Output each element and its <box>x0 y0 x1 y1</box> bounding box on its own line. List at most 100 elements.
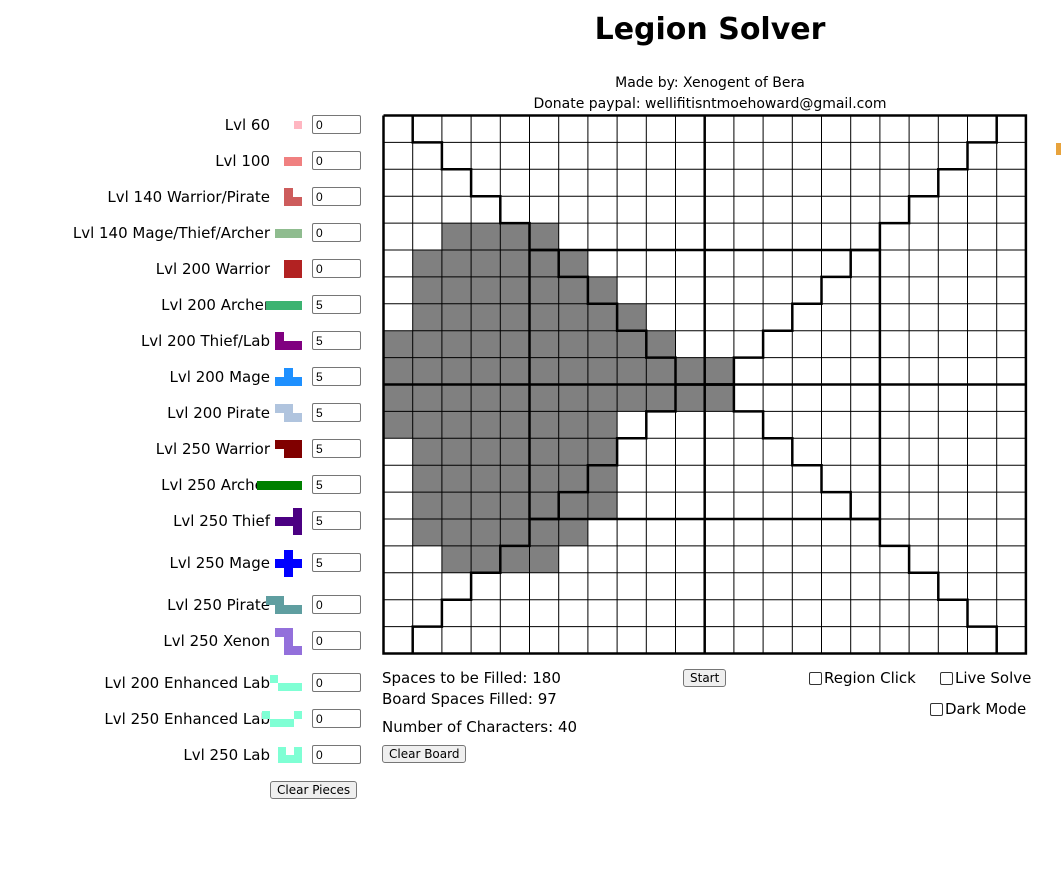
board-cell-filled[interactable] <box>587 384 618 412</box>
board-cell-filled[interactable] <box>675 357 705 385</box>
board-cell-filled[interactable] <box>471 357 501 385</box>
piece-count-input[interactable] <box>312 553 361 572</box>
board-cell-filled[interactable] <box>587 276 618 304</box>
board-cell-filled[interactable] <box>558 465 588 493</box>
board-cell-filled[interactable] <box>529 223 559 250</box>
board-cell-filled[interactable] <box>500 250 530 277</box>
board-cell-filled[interactable] <box>412 438 442 466</box>
board-cell-filled[interactable] <box>587 438 618 466</box>
board-cell-filled[interactable] <box>558 303 588 331</box>
board-cell-filled[interactable] <box>412 519 442 546</box>
board-cell-filled[interactable] <box>529 465 559 493</box>
live-solve-checkbox[interactable] <box>940 671 953 685</box>
board-cell-filled[interactable] <box>529 384 559 412</box>
piece-count-input[interactable] <box>312 631 361 650</box>
piece-count-input[interactable] <box>312 403 361 422</box>
board-cell-filled[interactable] <box>383 357 413 385</box>
piece-count-input[interactable] <box>312 151 361 170</box>
board-cell-filled[interactable] <box>529 519 559 546</box>
board-cell-filled[interactable] <box>704 384 734 412</box>
piece-count-input[interactable] <box>312 475 361 494</box>
board-cell-filled[interactable] <box>471 519 501 546</box>
board-cell-filled[interactable] <box>500 303 530 331</box>
board-cell-filled[interactable] <box>529 250 559 277</box>
board-cell-filled[interactable] <box>412 384 442 412</box>
piece-count-input[interactable] <box>312 259 361 278</box>
region-click-option[interactable]: Region Click <box>809 669 916 687</box>
board-cell-filled[interactable] <box>704 357 734 385</box>
piece-count-input[interactable] <box>312 187 361 206</box>
board-cell-filled[interactable] <box>500 465 530 493</box>
board-cell-filled[interactable] <box>471 465 501 493</box>
board-cell-filled[interactable] <box>587 330 618 358</box>
board-cell-filled[interactable] <box>558 330 588 358</box>
board-cell-filled[interactable] <box>471 303 501 331</box>
board-cell-filled[interactable] <box>412 276 442 304</box>
board-cell-filled[interactable] <box>412 330 442 358</box>
clear-pieces-button[interactable]: Clear Pieces <box>270 781 358 799</box>
board-cell-filled[interactable] <box>471 276 501 304</box>
board-cell-filled[interactable] <box>529 411 559 439</box>
dark-mode-option[interactable]: Dark Mode <box>930 700 1026 718</box>
piece-count-input[interactable] <box>312 595 361 614</box>
board-cell-filled[interactable] <box>558 357 588 385</box>
board-cell-filled[interactable] <box>558 438 588 466</box>
start-button[interactable]: Start <box>683 669 727 687</box>
board-cell-filled[interactable] <box>471 411 501 439</box>
board-cell-filled[interactable] <box>646 384 676 412</box>
board-cell-filled[interactable] <box>441 492 472 519</box>
region-click-checkbox[interactable] <box>809 671 822 685</box>
board-cell-filled[interactable] <box>441 303 472 331</box>
piece-count-input[interactable] <box>312 367 361 386</box>
board-cell-filled[interactable] <box>529 276 559 304</box>
legion-board[interactable] <box>382 114 1029 657</box>
board-cell-filled[interactable] <box>675 384 705 412</box>
board-cell-filled[interactable] <box>441 384 472 412</box>
piece-count-input[interactable] <box>312 745 361 764</box>
board-cell-filled[interactable] <box>471 384 501 412</box>
board-cell-filled[interactable] <box>500 438 530 466</box>
board-cell-filled[interactable] <box>500 545 530 573</box>
board-cell-filled[interactable] <box>471 223 501 250</box>
board-cell-filled[interactable] <box>500 223 530 250</box>
board-cell-filled[interactable] <box>558 492 588 519</box>
board-cell-filled[interactable] <box>441 519 472 546</box>
board-cell-filled[interactable] <box>617 357 647 385</box>
board-cell-filled[interactable] <box>412 411 442 439</box>
board-cell-filled[interactable] <box>587 492 618 519</box>
board-cell-filled[interactable] <box>412 465 442 493</box>
piece-count-input[interactable] <box>312 115 361 134</box>
board-cell-filled[interactable] <box>383 384 413 412</box>
board-cell-filled[interactable] <box>558 250 588 277</box>
board-cell-filled[interactable] <box>529 492 559 519</box>
board-cell-filled[interactable] <box>558 519 588 546</box>
board-cell-filled[interactable] <box>441 545 472 573</box>
live-solve-option[interactable]: Live Solve <box>940 669 1031 687</box>
board-cell-filled[interactable] <box>412 303 442 331</box>
board-cell-filled[interactable] <box>412 357 442 385</box>
board-cell-filled[interactable] <box>441 250 472 277</box>
board-cell-filled[interactable] <box>500 330 530 358</box>
piece-count-input[interactable] <box>312 295 361 314</box>
piece-count-input[interactable] <box>312 673 361 692</box>
board-cell-filled[interactable] <box>500 411 530 439</box>
board-cell-filled[interactable] <box>500 519 530 546</box>
clear-board-button[interactable]: Clear Board <box>382 745 467 763</box>
piece-count-input[interactable] <box>312 223 361 242</box>
board-cell-filled[interactable] <box>587 465 618 493</box>
board-cell-filled[interactable] <box>529 330 559 358</box>
board-cell-filled[interactable] <box>617 384 647 412</box>
board-cell-filled[interactable] <box>587 411 618 439</box>
board-cell-filled[interactable] <box>471 250 501 277</box>
board-cell-filled[interactable] <box>500 384 530 412</box>
board-cell-filled[interactable] <box>558 384 588 412</box>
board-cell-filled[interactable] <box>558 276 588 304</box>
board-cell-filled[interactable] <box>383 411 413 439</box>
piece-count-input[interactable] <box>312 331 361 350</box>
board-cell-filled[interactable] <box>587 303 618 331</box>
board-cell-filled[interactable] <box>646 357 676 385</box>
board-cell-filled[interactable] <box>617 330 647 358</box>
board-cell-filled[interactable] <box>441 223 472 250</box>
board-cell-filled[interactable] <box>441 411 472 439</box>
board-cell-filled[interactable] <box>529 303 559 331</box>
